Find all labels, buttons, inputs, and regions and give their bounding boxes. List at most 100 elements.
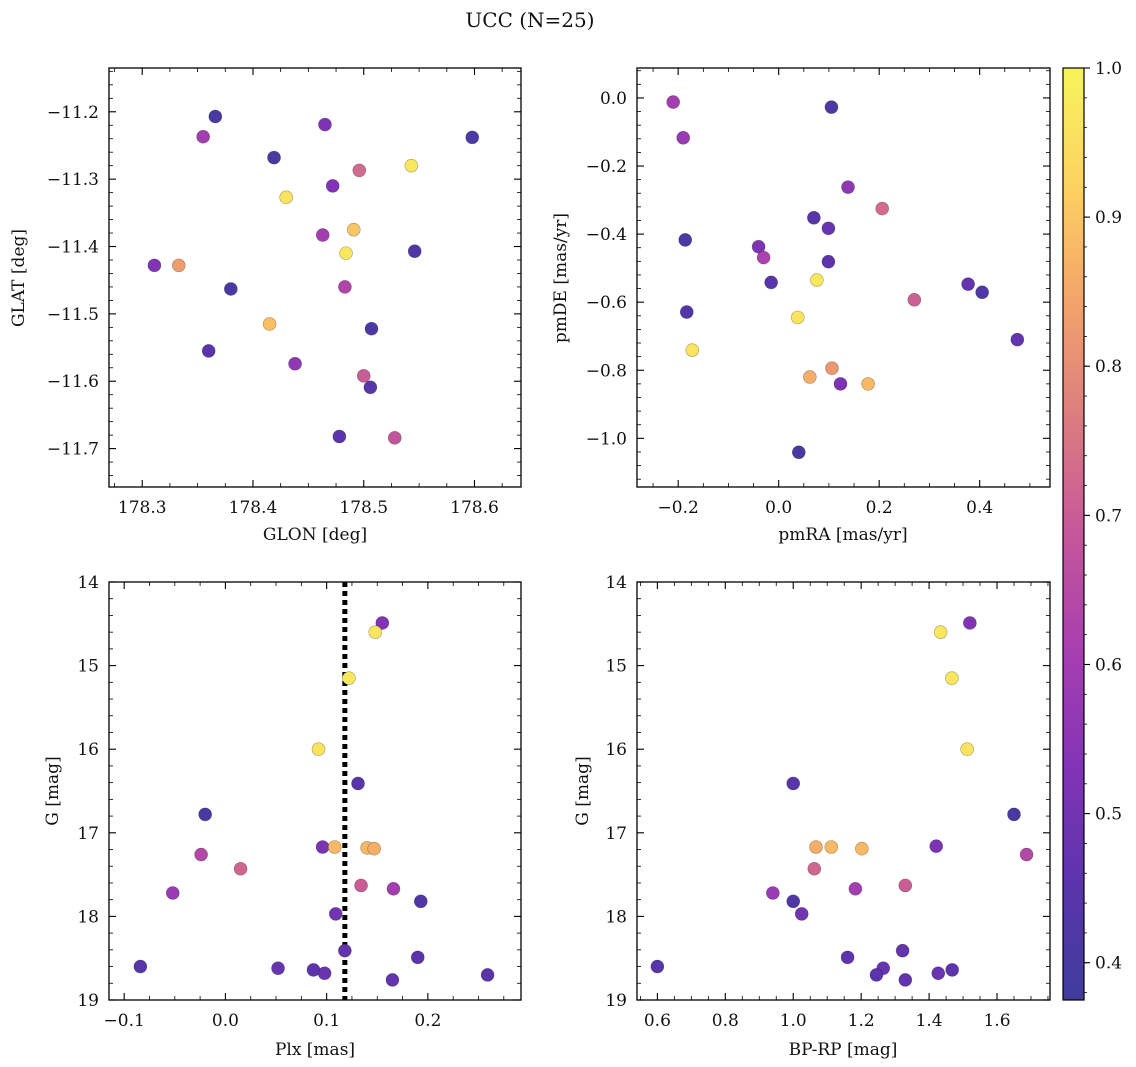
scatter-point: [824, 100, 839, 114]
scatter-point: [931, 966, 946, 981]
scatter-point: [898, 878, 913, 893]
scatter-point: [861, 377, 875, 391]
scatter-point: [171, 258, 186, 273]
y-tick-label: −0.6: [586, 293, 627, 313]
scatter-point: [465, 130, 480, 145]
scatter-point: [328, 907, 343, 921]
scatter-point: [1019, 847, 1034, 862]
scatter-point: [786, 894, 801, 909]
colorbar-tick-label: 1.0: [1095, 59, 1122, 79]
scatter-point: [346, 222, 361, 237]
scatter-point: [766, 886, 780, 900]
scatter-point: [666, 95, 680, 109]
scatter-point: [356, 369, 371, 383]
y-tick-label: 19: [605, 991, 627, 1011]
scatter-point: [271, 961, 285, 976]
scatter-point: [233, 861, 248, 876]
scatter-point: [895, 943, 910, 958]
scatter-point: [224, 282, 238, 296]
scatter-point: [791, 445, 806, 460]
scatter-point: [407, 244, 422, 259]
colorbar-tick-label: 0.4: [1095, 954, 1122, 974]
scatter-point: [907, 292, 922, 307]
scatter-point: [325, 179, 340, 193]
scatter-point: [196, 129, 210, 144]
scatter-point: [961, 277, 975, 291]
scatter-point: [898, 973, 913, 987]
scatter-point: [685, 343, 700, 357]
x-tick-label: 1.6: [983, 1011, 1010, 1031]
x-tick-label: 0.0: [765, 498, 792, 518]
scatter-point: [650, 959, 665, 974]
x-tick-label: 0.6: [644, 1011, 671, 1031]
scatter-point: [201, 344, 216, 358]
scatter-point: [807, 861, 822, 876]
scatter-point: [279, 190, 294, 205]
scatter-point: [786, 776, 801, 791]
scatter-point: [751, 239, 766, 254]
scatter-point: [332, 429, 347, 444]
scatter-point: [679, 305, 694, 319]
scatter-point: [311, 742, 326, 757]
scatter-point: [404, 158, 419, 173]
colorbar-tick-label: 0.6: [1095, 655, 1122, 675]
x-tick-label: 0.2: [414, 1011, 441, 1031]
scatter-point: [945, 963, 959, 977]
scatter-point: [133, 959, 148, 974]
scatter-point: [933, 625, 948, 639]
x-tick-label: 0.0: [212, 1011, 239, 1031]
x-tick-label: 178.6: [450, 498, 499, 518]
y-tick-label: 14: [605, 573, 627, 593]
colorbar-tick-label: 0.9: [1095, 208, 1122, 228]
scatter-point: [676, 130, 691, 145]
scatter-point: [338, 943, 352, 958]
scatter-point: [368, 625, 383, 639]
axes-frame: [636, 67, 1051, 488]
colorbar-tick-label: 0.7: [1095, 506, 1122, 526]
axes-frame: [108, 67, 522, 488]
axes-frame: [108, 581, 522, 1001]
scatter-point: [840, 950, 855, 965]
figure-title: UCC (N=25): [465, 8, 594, 32]
scatter-point: [841, 180, 855, 194]
scatter-point: [945, 671, 959, 685]
scatter-point: [756, 250, 771, 265]
scatter-point: [364, 321, 379, 336]
y-tick-label: −11.6: [47, 372, 99, 392]
x-tick-label: 178.5: [339, 498, 388, 518]
panel-plx-g: Plx [mas] G [mag] −0.1 0.0 0.1 0.2 14 15 16 17 1…: [43, 573, 522, 1060]
scatter-point: [821, 221, 836, 236]
y-tick-label: 15: [605, 657, 627, 677]
x-axis-label: pmRA [mas/yr]: [778, 525, 907, 545]
x-tick-label: 0.8: [712, 1011, 739, 1031]
scatter-point: [803, 370, 817, 384]
x-tick-label: 0.4: [966, 498, 993, 518]
scatter-point: [809, 840, 823, 854]
scatter-point: [387, 431, 402, 445]
scatter-point: [824, 840, 839, 854]
scatter-point: [386, 882, 401, 896]
x-tick-label: 1.4: [916, 1011, 943, 1031]
scatter-point: [315, 840, 330, 854]
scatter-point: [267, 150, 281, 165]
y-tick-label: −11.2: [47, 103, 99, 123]
colorbar-tick-label: 0.8: [1095, 357, 1122, 377]
y-axis-label: G [mag]: [43, 756, 63, 825]
scatter-point: [367, 841, 382, 856]
x-axis-label: GLON [deg]: [263, 525, 367, 545]
y-tick-label: 15: [77, 657, 99, 677]
y-tick-label: 14: [77, 573, 99, 593]
scatter-point: [794, 907, 809, 921]
y-tick-label: 0.0: [600, 89, 627, 109]
x-tick-label: 178.4: [229, 498, 278, 518]
y-tick-label: 18: [77, 907, 99, 927]
y-tick-label: −11.4: [47, 238, 99, 258]
scatter-point: [342, 671, 356, 685]
scatter-point: [963, 616, 977, 630]
scatter-point: [855, 841, 869, 856]
colorbar-tick-label: 0.5: [1095, 805, 1122, 825]
scatter-point: [165, 886, 180, 900]
scatter-point: [480, 968, 495, 982]
y-tick-label: 19: [77, 991, 99, 1011]
